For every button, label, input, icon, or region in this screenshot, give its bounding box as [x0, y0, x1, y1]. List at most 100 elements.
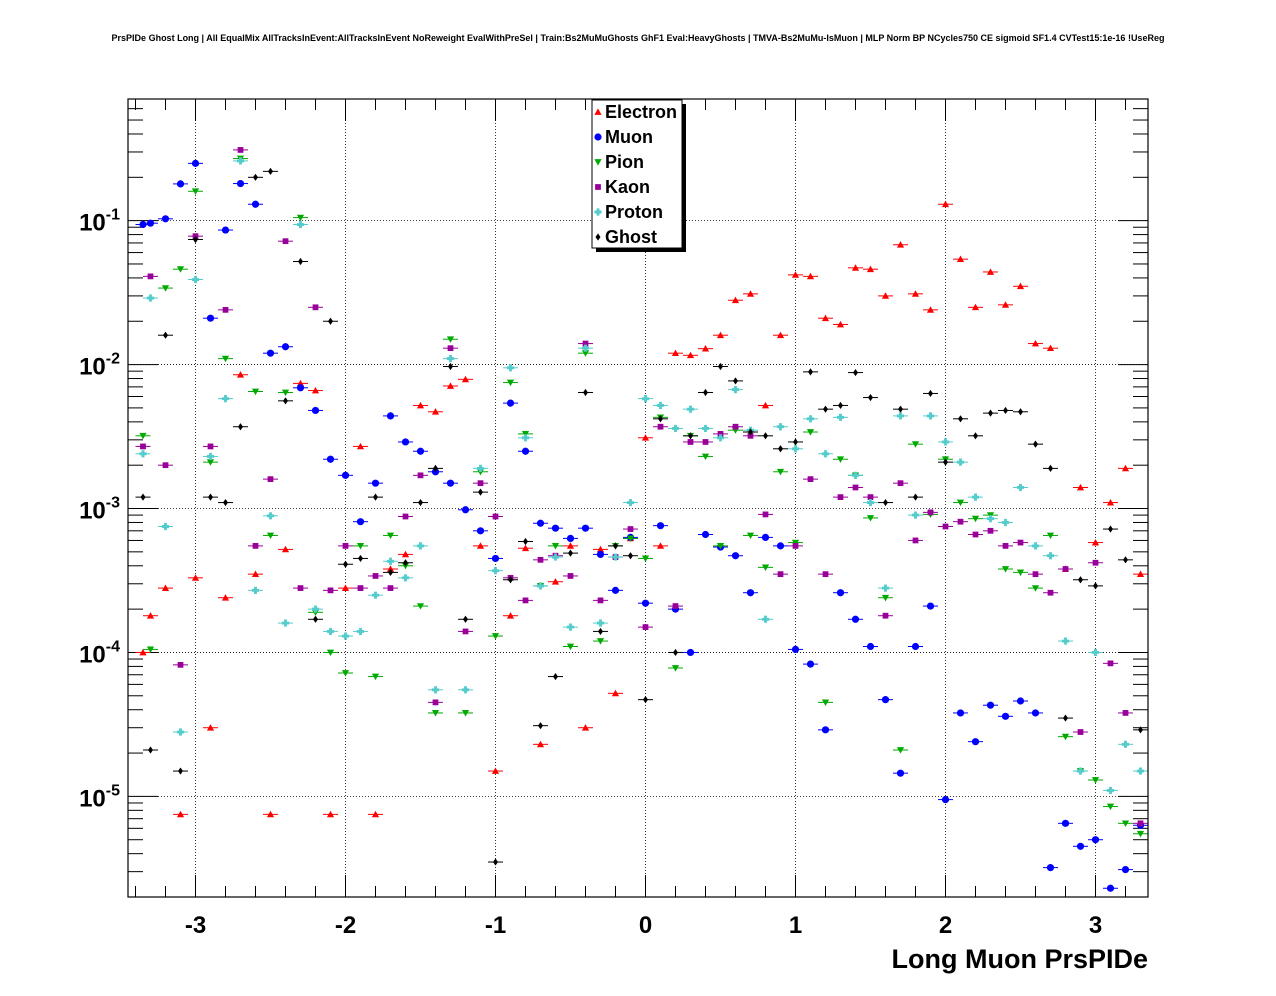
- data-point: [491, 633, 500, 640]
- data-point: [821, 450, 830, 458]
- data-point: [911, 441, 920, 448]
- data-point: [1002, 543, 1009, 549]
- data-point: [251, 586, 260, 594]
- data-point: [522, 597, 529, 604]
- data-point: [387, 585, 394, 591]
- data-point: [1136, 767, 1145, 775]
- data-point: [717, 362, 724, 371]
- data-point: [551, 543, 560, 550]
- data-point: [672, 603, 679, 609]
- x-axis-label: Long Muon PrsPIDe: [891, 944, 1149, 974]
- data-point: [956, 709, 965, 717]
- data-point: [417, 472, 424, 479]
- data-point: [372, 573, 379, 579]
- data-point: [266, 810, 275, 818]
- data-point: [416, 447, 425, 455]
- data-point: [1031, 709, 1040, 717]
- data-point: [161, 285, 170, 292]
- data-point: [566, 542, 575, 549]
- data-point: [177, 661, 184, 668]
- data-point: [1106, 786, 1115, 795]
- data-point: [912, 537, 919, 544]
- data-point: [942, 523, 949, 530]
- data-point: [642, 624, 649, 630]
- data-point: [806, 429, 815, 436]
- data-point: [462, 615, 469, 623]
- data-point: [596, 550, 605, 558]
- data-point: [896, 412, 905, 420]
- data-point: [161, 522, 170, 531]
- data-point: [881, 594, 890, 602]
- data-point: [777, 445, 784, 453]
- data-point: [252, 173, 259, 181]
- data-point: [476, 527, 485, 535]
- y-tick-labels: 10-1 10-2 10-3 10-4 10-5: [79, 207, 120, 813]
- data-point: [672, 648, 679, 657]
- y-tick-label: 10-2: [79, 351, 120, 381]
- data-point: [356, 543, 365, 550]
- data-point: [806, 660, 815, 668]
- series-ghost: [135, 167, 1148, 866]
- data-point: [716, 331, 725, 339]
- legend-marker: [595, 184, 601, 190]
- data-point: [139, 220, 147, 229]
- data-point: [139, 450, 147, 458]
- data-point: [1091, 538, 1100, 546]
- data-point: [821, 699, 830, 706]
- data-point: [747, 428, 754, 436]
- data-point: [972, 432, 979, 440]
- data-point: [896, 769, 905, 777]
- data-point: [866, 642, 875, 651]
- x-tick-label: -1: [485, 912, 506, 939]
- data-point: [386, 412, 395, 420]
- data-point: [266, 532, 275, 540]
- data-point: [956, 499, 965, 507]
- data-point: [491, 767, 500, 774]
- data-point: [191, 574, 200, 581]
- data-point: [147, 273, 154, 280]
- data-point: [732, 377, 739, 385]
- data-point: [656, 542, 665, 549]
- data-point: [941, 200, 950, 208]
- legend-label: Kaon: [605, 177, 650, 197]
- x-tick-label: -2: [335, 912, 356, 939]
- x-tick-label: 0: [639, 912, 652, 939]
- data-point: [776, 542, 785, 550]
- data-point: [356, 627, 365, 636]
- data-point: [356, 442, 365, 450]
- data-point: [192, 235, 199, 244]
- data-point: [1061, 637, 1070, 645]
- data-point: [386, 532, 395, 540]
- data-point: [266, 349, 275, 357]
- data-point: [536, 519, 545, 527]
- data-point: [311, 605, 320, 613]
- data-point: [1091, 648, 1100, 657]
- data-point: [221, 355, 230, 363]
- data-point: [356, 518, 365, 526]
- data-point: [431, 408, 440, 415]
- data-point: [911, 642, 920, 651]
- data-point: [1046, 532, 1055, 540]
- data-point: [312, 304, 319, 311]
- data-point: [537, 722, 544, 730]
- data-point: [701, 453, 710, 461]
- data-point: [522, 537, 529, 546]
- data-point: [972, 531, 979, 538]
- data-point: [537, 556, 544, 563]
- data-point: [372, 493, 379, 501]
- data-point: [567, 573, 574, 579]
- data-point: [971, 493, 980, 501]
- data-point: [1121, 740, 1130, 748]
- series-proton: [135, 157, 1148, 795]
- legend-label: Muon: [605, 127, 653, 147]
- plot-frame: [127, 98, 1149, 898]
- data-point: [866, 498, 875, 507]
- data-point: [281, 545, 290, 553]
- data-point: [1002, 406, 1009, 415]
- data-point: [597, 597, 604, 604]
- series-electron: [135, 200, 1148, 818]
- data-point: [987, 527, 994, 534]
- data-point: [267, 167, 274, 175]
- data-point: [1001, 301, 1010, 308]
- data-point: [987, 409, 994, 417]
